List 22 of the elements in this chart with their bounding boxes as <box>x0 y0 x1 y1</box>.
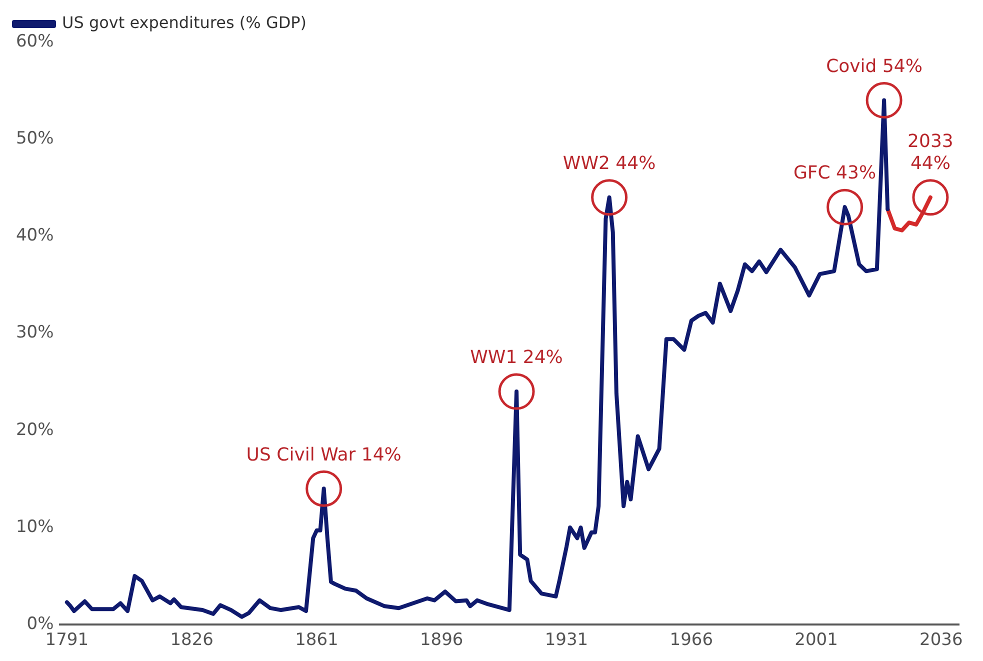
annotation: GFC 43% <box>793 162 876 184</box>
annotation: WW2 44% <box>562 153 656 174</box>
annotation: US Civil War 14% <box>246 444 402 466</box>
y-tick-label: 60% <box>16 31 54 52</box>
y-tick-label: 40% <box>16 226 54 246</box>
annotation: Covid 54% <box>826 56 922 77</box>
x-tick-label: 1896 <box>420 630 464 650</box>
y-tick-label: 20% <box>16 420 54 440</box>
legend-label: US govt expenditures (% GDP) <box>62 13 307 32</box>
point <box>912 179 949 216</box>
y-tick-label: 10% <box>16 516 54 537</box>
x-tick-label: 1791 <box>45 630 89 650</box>
x-tick-label: 1826 <box>170 630 214 650</box>
x-tick-label: 1861 <box>295 630 338 650</box>
annotation: WW1 24% <box>470 347 563 368</box>
y-tick-label: 50% <box>16 128 54 149</box>
x-tick-label: 2001 <box>794 630 838 650</box>
x-tick-label: 1966 <box>670 630 714 650</box>
x-tick-label: 1931 <box>544 630 588 650</box>
annotation: 2033 44% <box>908 131 954 174</box>
y-tick-label: 30% <box>16 322 54 343</box>
x-tick-label: 2036 <box>920 630 963 650</box>
